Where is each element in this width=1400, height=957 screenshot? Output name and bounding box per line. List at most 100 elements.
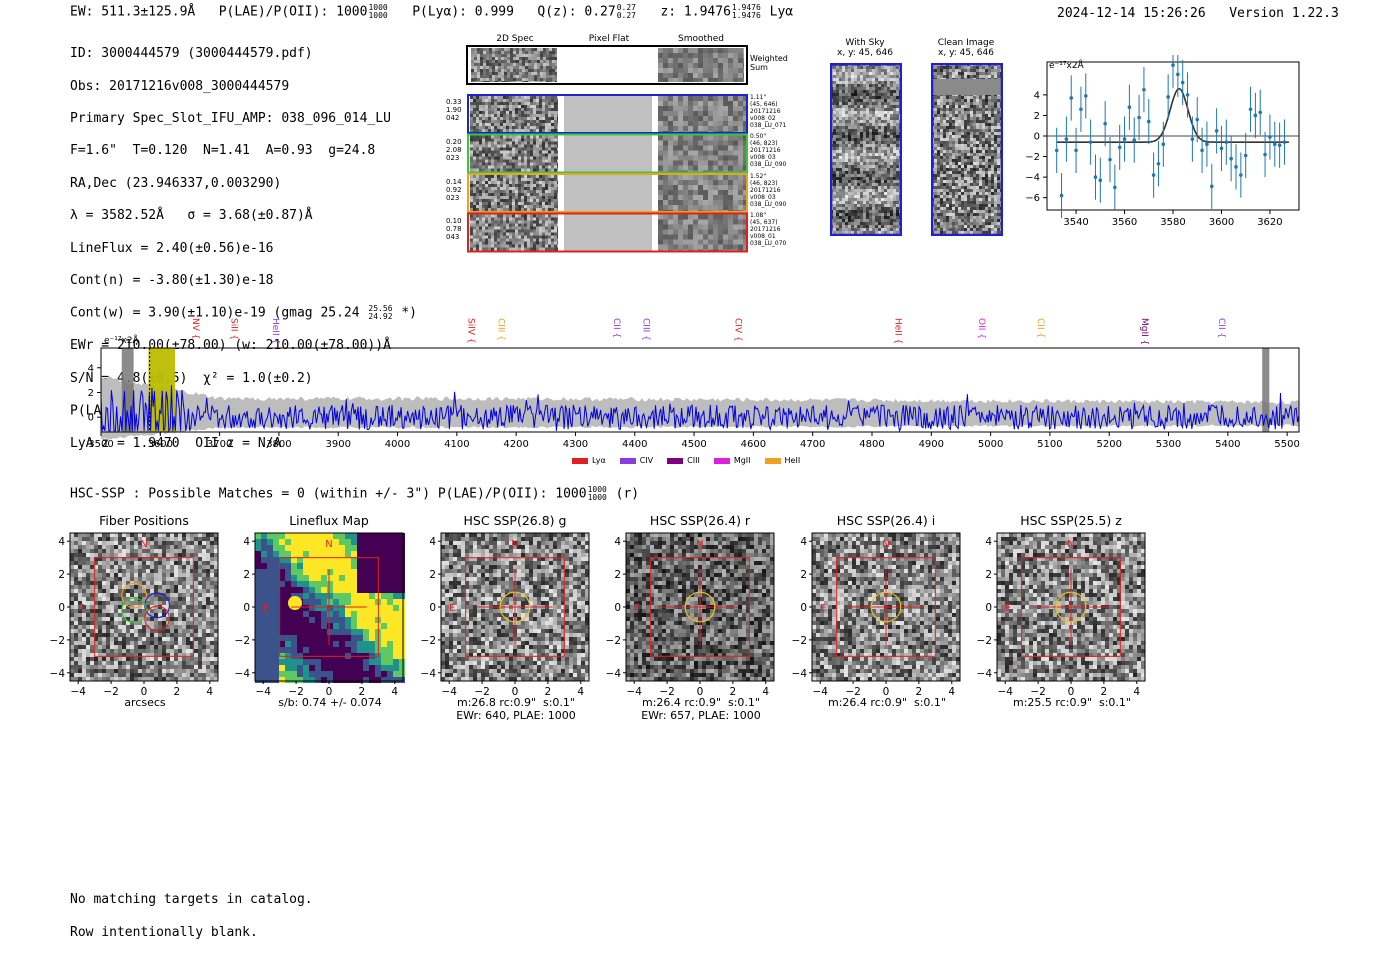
legend-swatch [765,458,781,464]
north-label: N [325,539,332,550]
spectrum-xtick-label: 4800 [859,439,884,450]
lineflux-peak [288,596,302,610]
fit-data-point [1065,137,1069,141]
fit-ytick-label: 4 [1034,90,1040,101]
fit-ytick-label: −2 [1025,152,1040,163]
fit-data-point [1249,107,1253,111]
cutout-ytick-label: 4 [58,536,65,548]
header-z-line: Lyα [770,5,793,20]
exposure-row-4 [468,214,747,252]
east-label: E [634,603,640,614]
spectrum-xtick-label: 5200 [1096,439,1121,450]
cutout-ytick-label: −2 [50,635,65,647]
row-2-right-label: 0.50" (46, 823) 20171216 v008_03 038_LU_… [750,133,786,168]
spectrum-ytick-label: 4 [88,363,94,374]
fit-data-point [1060,194,1064,198]
cutout-ytick-label: −2 [421,635,436,647]
cutout-ytick-label: −2 [235,635,250,647]
fit-data-point [1123,137,1127,141]
spectrum-xtick-label: 5400 [1215,439,1240,450]
footer-line-2: Row intentionally blank. [70,925,313,941]
spectral-line-label: SiII { [229,318,239,340]
cutout-caption: m:25.5 rc:0.9" s:0.1" [987,696,1157,709]
cutout-ytick-label: 2 [800,569,807,581]
spectrum-xtick-label: 5300 [1156,439,1181,450]
cutout-ytick-label: 0 [429,602,436,614]
spectral-line-label: OII { [976,318,986,339]
fit-data-point [1254,114,1258,118]
legend-label: CIV [640,456,653,465]
cutout-ytick-label: 0 [58,602,65,614]
legend-item: Lyα [572,456,606,465]
cutout-ytick-label: 0 [243,602,250,614]
exposure-row-2 [468,135,747,173]
row-3-right-label: 1.52" (46, 823) 20171216 v008_03 038_LU_… [750,173,786,208]
with-sky-image [830,63,902,236]
info-primary: Primary Spec_Slot_IFU_AMP: 038_096_014_L… [70,111,417,127]
legend-item: CIV [620,456,653,465]
fit-data-point [1200,149,1204,153]
info-lineflux: LineFlux = 2.40(±0.56)e-16 [70,241,417,257]
row-2-smoothed [658,136,746,172]
cutout-ytick-label: −4 [421,668,437,680]
legend-swatch [714,458,730,464]
fit-data-point [1152,173,1156,177]
exposure-row-1 [468,95,747,133]
spectral-line-label: CII { [611,318,621,338]
legend-item: HeII [765,456,801,465]
cutout-title: HSC SSP(26.4) r [626,513,774,528]
fit-xtick-label: 3620 [1257,217,1282,228]
legend-label: Lyα [592,456,606,465]
footer-notes: No matching targets in catalog. Row inte… [70,876,313,957]
fit-ytick-label: −6 [1025,193,1040,204]
cutout-pixels [70,533,218,681]
fit-data-point [1215,129,1219,133]
row-2-left-label: 0.20 2.08 023 [446,138,462,162]
cutout-title: Fiber Positions [70,513,218,528]
cutout-ytick-label: −4 [977,668,993,680]
row-4-smoothed [658,215,746,251]
east-label: E [1005,603,1011,614]
spectral-line-label: SiIV { [466,318,476,344]
fit-ytick-label: −4 [1025,173,1040,184]
spectra-cutout-svg [440,30,800,260]
fit-xtick-label: 3560 [1112,217,1137,228]
header-ew: EW: 511.3±125.9Å [70,5,195,20]
cutout-ytick-label: 4 [429,536,436,548]
fit-data-point [1229,157,1233,161]
cutout-ytick-label: −4 [792,668,808,680]
spectral-line-label: NV { [190,318,200,339]
spectrum-xtick-label: 4100 [444,439,469,450]
fit-ytick-label: 2 [1034,111,1040,122]
legend-swatch [667,458,683,464]
header-qz: Q(z): 0.27 [537,5,615,20]
cutout-ytick-label: 0 [614,602,621,614]
cutout-ytick-label: 0 [985,602,992,614]
cutout-ytick-label: 0 [800,602,807,614]
fit-data-point [1225,140,1229,144]
fit-data-point [1263,153,1267,157]
cutout-ytick-label: −4 [50,668,66,680]
fit-data-point [1084,94,1088,98]
cutout-ytick-label: 2 [985,569,992,581]
spectrum-ylabel: e⁻¹⁷x2Å [104,336,139,346]
cutout-ytick-label: 2 [614,569,621,581]
cutout-title: HSC SSP(25.5) z [997,513,1145,528]
spectral-line-label: CIV { [733,318,743,342]
cutout-ytick-label: 2 [429,569,436,581]
fit-data-point [1162,142,1166,146]
fit-data-point [1074,149,1078,153]
row-3-left-label: 0.14 0.92 023 [446,178,462,202]
fit-data-point [1195,118,1199,122]
cutout-ytick-label: −2 [606,635,621,647]
fit-xtick-label: 3580 [1160,217,1185,228]
cutout-ytick-label: −2 [792,635,807,647]
